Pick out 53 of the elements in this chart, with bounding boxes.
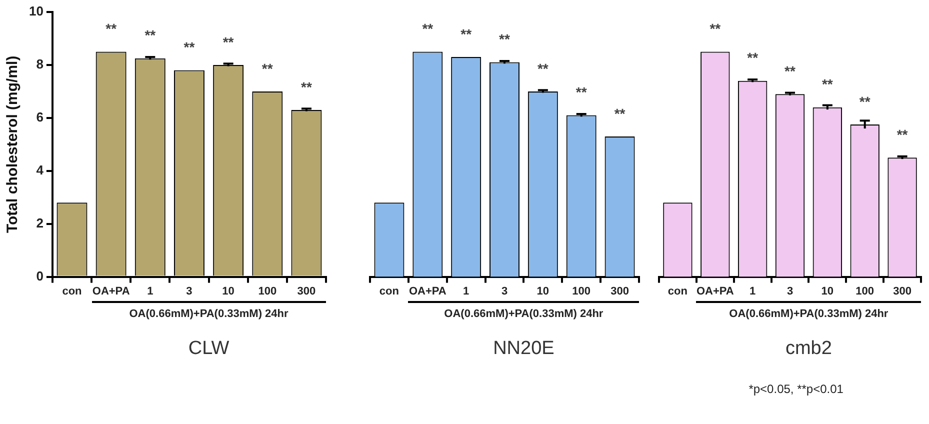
x-tick-label: 100	[856, 285, 874, 298]
x-axis-title: NN20E	[493, 338, 554, 360]
text: OA(0.66mM)+PA(0.33mM) 24hr	[129, 308, 288, 320]
x-axis-title: CLW	[188, 338, 230, 360]
annotation: **	[710, 20, 722, 37]
x-tick-label: con	[379, 285, 400, 298]
annotation: **	[460, 26, 472, 42]
text: *p<0.05, **p<0.01	[748, 382, 844, 396]
x-tick-label: con	[62, 285, 82, 298]
x-tick-label: 10	[222, 285, 234, 298]
annotation: **	[262, 60, 274, 76]
annotation: **	[576, 84, 588, 100]
annotation: **	[822, 76, 834, 92]
x-tick-label: con	[668, 285, 688, 298]
y-tick-label: 10	[28, 4, 44, 19]
text: OA(0.66mM)+PA(0.33mM) 24hr	[729, 308, 888, 320]
text: OA(0.66mM)+PA(0.33mM) 24hr	[444, 308, 604, 320]
x-tick-label: 3	[186, 285, 192, 298]
x-tick-label: 100	[258, 285, 277, 298]
y-tick-label: 2	[36, 215, 44, 230]
x-tick-label: OA+PA	[696, 285, 734, 298]
x-tick-label: 100	[572, 285, 591, 298]
x-tick-label: OA+PA	[408, 285, 446, 298]
x-tick-label: 1	[750, 285, 756, 298]
x-tick-label: 3	[786, 285, 794, 298]
x-axis-title: cmb2	[785, 338, 832, 360]
y-tick-label: 4	[36, 162, 44, 178]
y-tick-label: 8	[36, 56, 44, 72]
x-tick-label: 1	[147, 285, 154, 298]
x-tick-label: 300	[610, 285, 629, 298]
x-tick-label: 1	[463, 285, 470, 298]
annotation: **	[896, 126, 908, 142]
x-tick-label: OA+PA	[92, 285, 130, 298]
annotation: **	[747, 50, 759, 66]
annotation: **	[614, 105, 626, 122]
annotation: **	[301, 78, 312, 95]
annotation: **	[106, 20, 118, 37]
annotation: **	[422, 20, 434, 37]
x-tick-label: 10	[536, 285, 550, 298]
y-tick-label: 0	[36, 268, 44, 284]
annotation: **	[222, 34, 234, 50]
x-tick-label: 10	[821, 285, 834, 298]
annotation: **	[537, 60, 549, 76]
y-axis-title: Total cholesterol (mg/ml)	[4, 56, 22, 234]
annotation: **	[499, 31, 510, 48]
x-tick-label: 300	[297, 285, 316, 298]
x-tick-label: 300	[893, 285, 912, 298]
annotation: **	[859, 93, 871, 110]
annotation: **	[784, 62, 796, 79]
x-tick-label: 3	[501, 285, 508, 298]
annotation: **	[184, 39, 196, 56]
annotation: **	[144, 27, 156, 44]
y-tick-label: 6	[36, 110, 44, 124]
